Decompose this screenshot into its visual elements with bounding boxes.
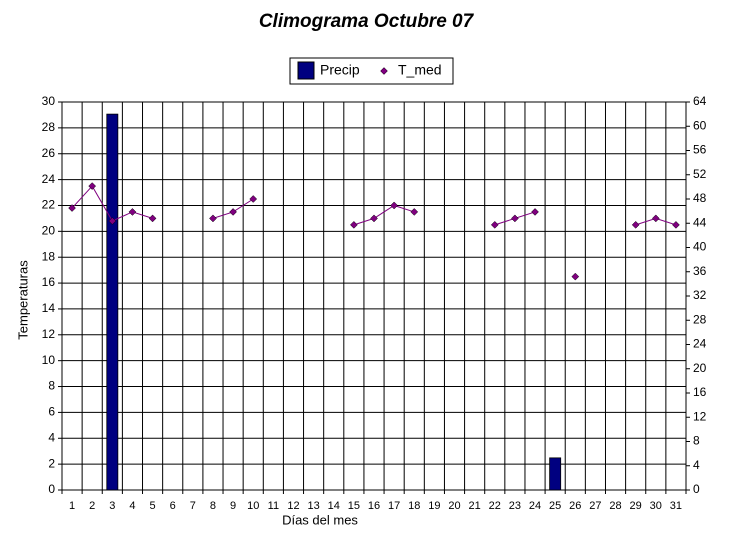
marker [511,214,519,223]
y-tick-label: 16 [42,275,56,289]
x-tick-label: 14 [328,500,340,512]
x-tick-label: 1 [69,500,75,512]
x-tick-label: 31 [670,500,682,512]
bar [549,457,562,491]
y2-tick-label: 12 [693,409,707,423]
y-tick-label: 14 [42,301,56,315]
x-tick-label: 24 [529,500,541,512]
y2-tick-label: 32 [693,288,707,302]
marker [88,182,97,190]
legend-swatch [380,67,388,75]
x-axis-label: Días del mes [282,512,358,527]
x-tick-label: 11 [268,500,279,512]
x-tick-label: 19 [428,500,440,512]
y-tick-label: 20 [42,224,56,238]
legend-box [289,57,454,85]
y2-tick-label: 0 [693,482,700,496]
marker [631,221,640,229]
x-tick-label: 7 [190,500,196,512]
y2-tick-label: 64 [693,94,707,108]
marker [490,221,499,229]
x-tick-label: 8 [210,500,216,512]
x-tick-label: 29 [630,500,642,512]
y-tick-label: 2 [48,456,55,470]
y-tick-label: 26 [42,146,56,160]
x-tick-label: 20 [448,500,460,512]
marker [672,221,680,229]
marker [209,214,217,223]
y-tick-label: 10 [42,353,56,367]
legend-swatch [297,61,315,80]
y2-tick-label: 40 [693,240,707,254]
bar [106,113,119,491]
marker [350,221,358,229]
y-tick-label: 4 [48,430,55,444]
y-tick-label: 22 [42,198,56,212]
x-tick-label: 21 [469,500,481,512]
x-tick-label: 2 [89,500,95,512]
y-tick-label: 12 [42,327,56,341]
y-tick-label: 8 [48,379,55,393]
y2-tick-label: 16 [693,385,707,399]
y2-tick-label: 4 [693,458,700,472]
marker [128,208,137,216]
y-tick-label: 28 [42,120,56,134]
y-tick-label: 0 [48,482,55,496]
x-tick-label: 5 [150,500,156,512]
y2-tick-label: 56 [693,143,707,157]
x-tick-label: 25 [549,500,561,512]
y2-tick-label: 24 [693,337,707,351]
y2-tick-label: 44 [693,215,707,229]
y-tick-label: 30 [42,94,56,108]
legend-label: Precip [320,62,360,78]
x-tick-label: 22 [489,500,501,512]
x-tick-label: 17 [388,500,400,512]
x-tick-label: 12 [287,500,299,512]
marker [390,201,398,210]
marker [229,208,237,216]
chart-title: Climograma Octubre 07 [259,11,475,32]
y2-tick-label: 8 [693,434,700,448]
y2-tick-label: 28 [693,312,707,326]
x-tick-label: 27 [589,500,601,512]
marker [68,204,76,212]
x-tick-label: 26 [569,500,581,512]
marker [148,214,157,223]
marker [370,214,378,223]
marker [531,208,539,216]
x-tick-label: 15 [348,500,360,512]
x-tick-label: 9 [230,500,236,512]
y-axis-label: Temperaturas [15,260,30,340]
x-tick-label: 6 [170,500,176,512]
x-tick-label: 30 [650,500,662,512]
y2-tick-label: 36 [693,264,707,278]
y2-tick-label: 52 [693,167,707,181]
marker [410,208,419,216]
y2-tick-label: 20 [693,361,707,375]
y-tick-label: 24 [42,172,56,186]
y2-tick-label: 60 [693,118,707,132]
y-tick-label: 6 [48,405,55,419]
x-tick-label: 4 [129,500,135,512]
marker [571,272,580,281]
x-tick-label: 23 [509,500,521,512]
y2-tick-label: 48 [693,191,707,205]
legend-label: T_med [398,62,442,78]
x-tick-label: 28 [609,500,621,512]
plot-area [61,101,687,491]
marker [108,217,117,225]
x-tick-label: 3 [109,500,115,512]
y-tick-label: 18 [42,249,56,263]
marker [249,195,258,203]
x-tick-label: 18 [408,500,420,512]
x-tick-label: 13 [307,500,319,512]
x-tick-label: 16 [368,500,380,512]
x-tick-label: 10 [247,500,259,512]
marker [651,214,660,223]
